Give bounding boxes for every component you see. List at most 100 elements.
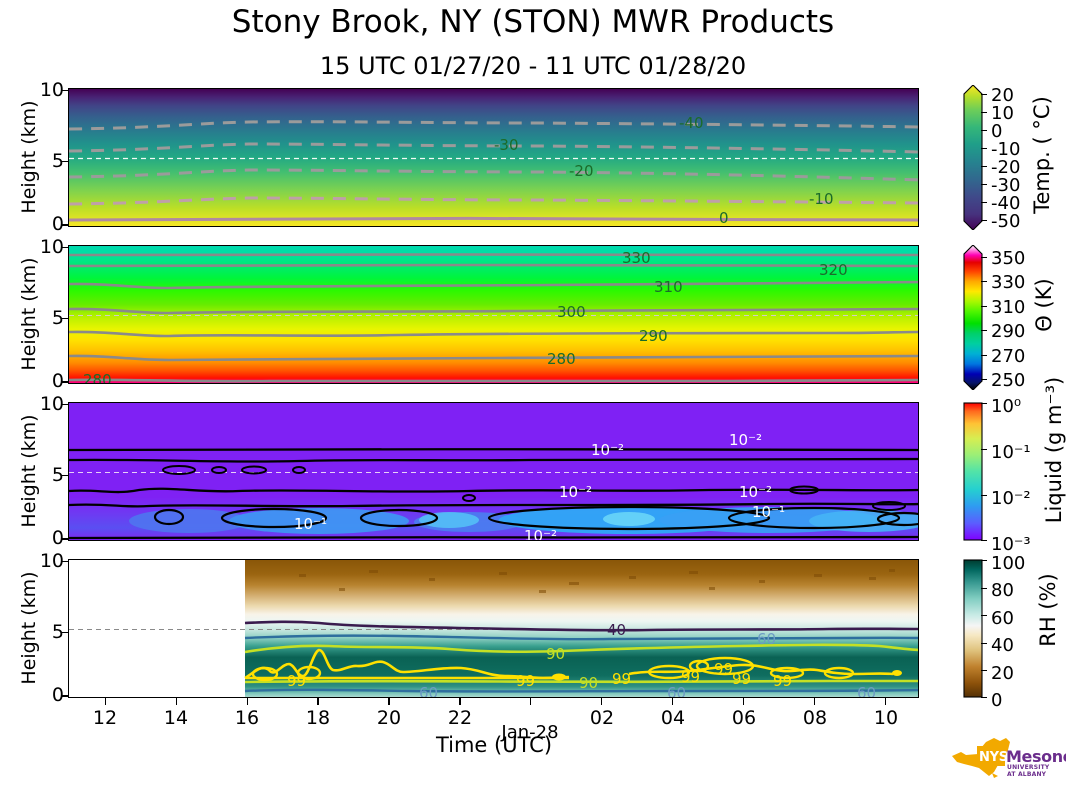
y-tick-temperature-5: 5: [51, 150, 64, 172]
colorbar-theta-tick-250: 250: [991, 370, 1026, 391]
y-tick-temperature-10: 10: [39, 79, 64, 101]
y-tick-liquid-5: 5: [51, 464, 64, 486]
y-tick-liquid-0: 0: [51, 527, 64, 549]
contour-label-temperature-minus10: -10: [809, 190, 834, 208]
colorbar-liquid-tick-1em1: 10⁻¹: [991, 442, 1031, 463]
x-axis-label: Time (UTC): [435, 733, 553, 757]
y-tick-rh-10: 10: [39, 550, 64, 572]
colorbar-theta-label: Θ (K): [1032, 278, 1056, 332]
x-tick-jan-28: Jan-28: [501, 722, 559, 743]
colorbar-rh-tick-80: 80: [991, 580, 1014, 601]
contour-label-theta-300: 300: [557, 303, 586, 321]
colorbar-rh-tick-40: 40: [991, 635, 1014, 656]
x-tick-10: 10: [873, 707, 899, 729]
contour-label-temperature-minus40: -40: [679, 114, 704, 132]
contour-label-rh-60d: 60: [857, 684, 877, 698]
colorbar-temperature-tick-m30: -30: [991, 175, 1021, 196]
contour-label-rh-90a: 90: [546, 645, 566, 663]
contour-label-rh-99a: 99: [287, 672, 307, 690]
colorbar-liquid-tick-1em3: 10⁻³: [991, 534, 1031, 555]
contour-label-theta-290: 290: [639, 327, 668, 345]
colorbar-theta-tick-310: 310: [991, 297, 1026, 318]
contour-label-theta-320: 320: [819, 261, 848, 279]
y-tick-temperature-0: 0: [51, 213, 64, 235]
contour-label-rh-99c: 99: [612, 670, 632, 688]
colorbar-theta: [963, 245, 983, 390]
x-tick-02: 02: [589, 707, 615, 729]
contour-label-theta-280: 280: [547, 350, 576, 368]
logo-university-text: UNIVERSITY AT ALBANY: [1007, 764, 1050, 778]
colorbar-liquid-tick-1em2: 10⁻²: [991, 488, 1031, 509]
colorbar-temperature-label: Temp. ( °C): [1030, 96, 1054, 214]
nys-mesonet-logo: NYS Mesonet UNIVERSITY AT ALBANY: [948, 732, 1066, 782]
colorbar-temperature-tick-20: 20: [991, 85, 1014, 106]
contour-label-rh-99g: 99: [773, 672, 793, 690]
contour-label-temperature-minus20: -20: [569, 162, 594, 180]
contour-label-theta-280b: 280: [83, 371, 112, 384]
colorbar-liquid-label: Liquid (g m⁻³): [1042, 376, 1066, 524]
colorbar-theta-tick-350: 350: [991, 248, 1026, 269]
colorbar-liquid: [963, 402, 983, 541]
x-tick-16: 16: [234, 707, 260, 729]
colorbar-liquid-tick-1e0: 10⁰: [991, 396, 1022, 417]
nys-state-outline-icon: [952, 738, 1010, 778]
liquid-panel: 10⁻² 10⁻² 10⁻² 10⁻² 10⁻¹ 10⁻¹ 10⁻²: [68, 402, 919, 541]
colorbar-temperature: [963, 85, 983, 230]
colorbar-temperature-tick-m20: -20: [991, 157, 1021, 178]
contour-label-temperature-0: 0: [719, 209, 729, 227]
contour-label-liquid-b: 10⁻²: [729, 431, 763, 449]
y-tick-rh-0: 0: [51, 684, 64, 706]
page-subtitle: 15 UTC 01/27/20 - 11 UTC 01/28/20: [319, 52, 747, 80]
x-tick-22: 22: [447, 707, 473, 729]
contour-label-rh-90b: 90: [579, 674, 599, 692]
contour-label-rh-60b: 60: [419, 684, 439, 698]
x-tick-20: 20: [376, 707, 402, 729]
colorbar-temperature-tick-m50: -50: [991, 211, 1021, 232]
colorbar-rh: [963, 559, 983, 698]
x-tick-12: 12: [92, 707, 118, 729]
contour-label-rh-40: 40: [607, 621, 627, 639]
contour-label-rh-60a: 60: [757, 630, 777, 648]
colorbar-temperature-tick-0: 0: [991, 121, 1003, 142]
contour-label-rh-60c: 60: [667, 684, 687, 698]
colorbar-temperature-tick-10: 10: [991, 103, 1014, 124]
y-tick-theta-10: 10: [39, 236, 64, 258]
y-tick-rh-5: 5: [51, 621, 64, 643]
x-tick-14: 14: [163, 707, 189, 729]
contour-label-liquid-e: 10⁻¹: [294, 515, 328, 533]
logo-nys-text: NYS: [979, 750, 1008, 765]
contour-label-rh-99f: 99: [732, 670, 752, 688]
contour-label-rh-99d: 99: [681, 668, 701, 686]
x-tick-08: 08: [802, 707, 828, 729]
colorbar-temperature-tick-m40: -40: [991, 193, 1021, 214]
colorbar-theta-tick-290: 290: [991, 321, 1026, 342]
x-tick-06: 06: [731, 707, 757, 729]
y-tick-theta-5: 5: [51, 307, 64, 329]
colorbar-rh-tick-60: 60: [991, 608, 1014, 629]
contour-label-theta-330: 330: [622, 249, 651, 267]
rh-panel: 40 60 60 60 60 90 90 99 99 99 99 99 99 9…: [68, 559, 919, 698]
contour-label-temperature-minus30: -30: [494, 136, 519, 154]
y-tick-liquid-10: 10: [39, 393, 64, 415]
theta-panel: 280 280 290 300 310 320 330: [68, 245, 919, 384]
temperature-panel: -40 -30 -20 -10 0: [68, 88, 919, 227]
contour-label-rh-99b: 99: [516, 672, 536, 690]
colorbar-rh-tick-20: 20: [991, 663, 1014, 684]
colorbar-rh-label: RH (%): [1036, 573, 1060, 647]
y-tick-theta-0: 0: [51, 370, 64, 392]
colorbar-rh-tick-100: 100: [991, 553, 1026, 574]
contour-label-theta-310: 310: [654, 278, 683, 296]
x-tick-18: 18: [305, 707, 331, 729]
colorbar-theta-tick-270: 270: [991, 346, 1026, 367]
colorbar-temperature-tick-m10: -10: [991, 139, 1021, 160]
logo-mesonet-text: Mesonet: [1006, 747, 1066, 766]
colorbar-theta-tick-330: 330: [991, 272, 1026, 293]
x-tick-04: 04: [660, 707, 686, 729]
contour-label-liquid-c: 10⁻²: [559, 483, 593, 501]
contour-label-liquid-a: 10⁻²: [591, 441, 625, 459]
contour-label-liquid-g: 10⁻²: [524, 527, 558, 541]
page-title: Stony Brook, NY (STON) MWR Products: [231, 4, 835, 40]
colorbar-rh-tick-0: 0: [991, 690, 1003, 711]
contour-label-liquid-f: 10⁻¹: [752, 503, 786, 521]
contour-label-liquid-d: 10⁻²: [739, 483, 773, 501]
